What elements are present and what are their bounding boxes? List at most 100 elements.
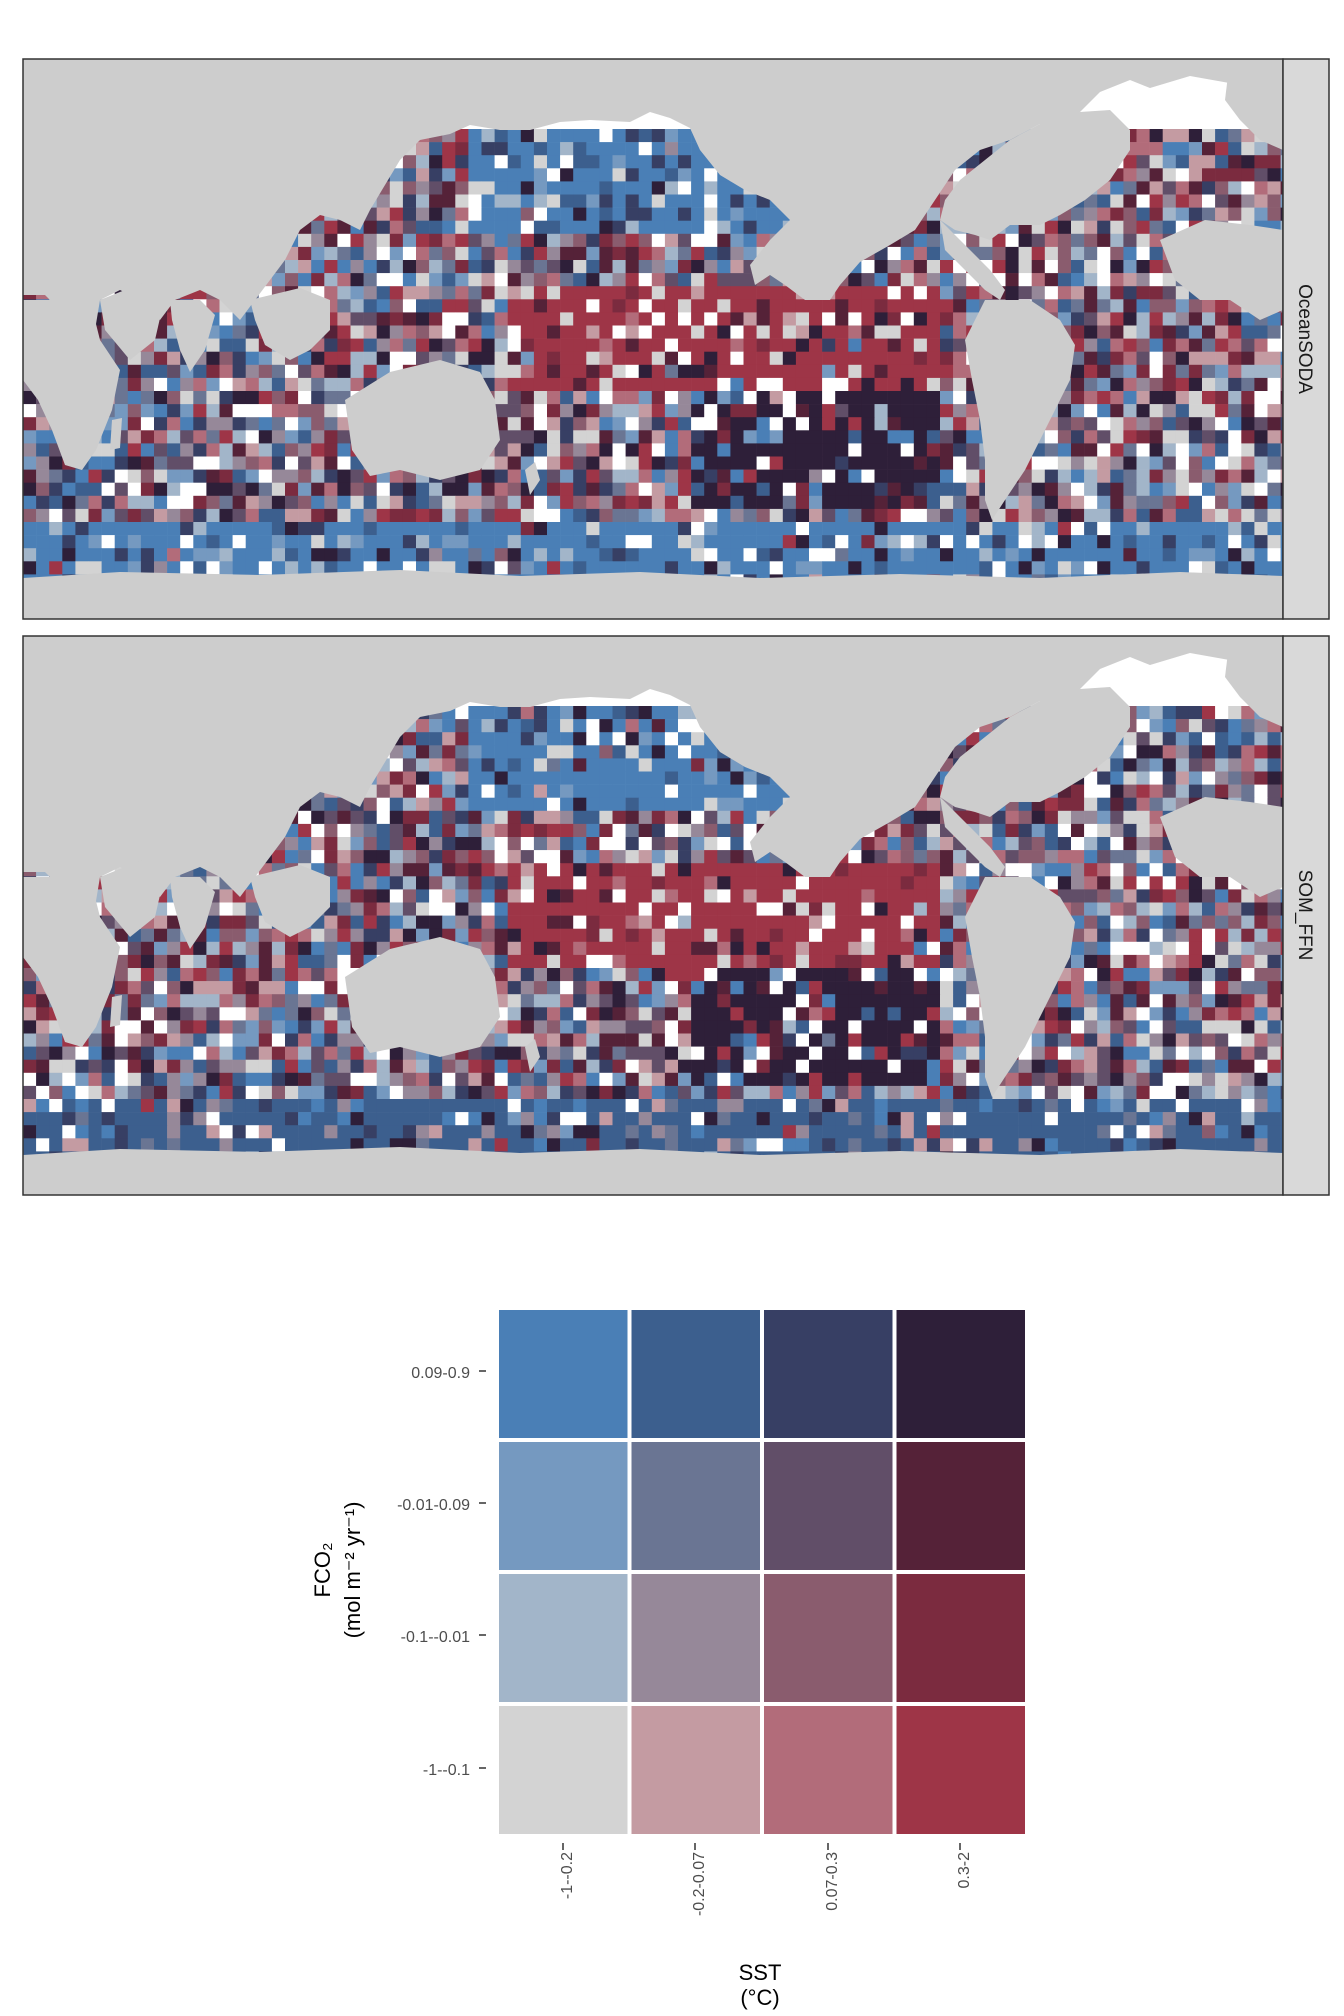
map-grid-cell	[1149, 876, 1163, 890]
map-grid-cell	[625, 404, 639, 418]
map-grid-cell	[769, 522, 784, 536]
map-grid-cell	[664, 850, 679, 864]
map-grid-cell	[913, 273, 928, 287]
map-grid-cell	[612, 273, 626, 287]
map-grid-cell	[468, 784, 482, 798]
map-grid-cell	[350, 837, 364, 851]
map-grid-cell	[704, 417, 718, 431]
map-grid-cell	[966, 810, 980, 825]
map-grid-cell	[1267, 391, 1281, 405]
map-grid-cell	[1136, 561, 1150, 575]
map-grid-cell	[1215, 456, 1229, 470]
map-grid-cell	[1175, 391, 1190, 405]
map-grid-cell	[1110, 535, 1124, 549]
map-grid-cell	[49, 548, 63, 562]
map-grid-cell	[285, 391, 299, 405]
map-grid-cell	[1018, 823, 1032, 838]
map-grid-cell	[586, 810, 600, 825]
map-grid-cell	[442, 168, 456, 182]
map-grid-cell	[507, 522, 522, 536]
map-grid-cell	[206, 876, 220, 890]
map-grid-cell	[1071, 286, 1085, 300]
map-grid-cell	[533, 706, 548, 720]
map-grid-cell	[1175, 456, 1190, 470]
map-grid-cell	[1162, 443, 1177, 457]
map-grid-cell	[324, 548, 338, 562]
map-grid-cell	[154, 469, 168, 483]
map-grid-cell	[769, 364, 784, 379]
map-grid-cell	[520, 194, 535, 208]
map-grid-cell	[678, 889, 692, 903]
map-grid-cell	[809, 351, 823, 366]
map-grid-cell	[350, 338, 364, 352]
map-grid-cell	[691, 495, 705, 510]
map-grid-cell	[560, 404, 574, 418]
map-grid-cell	[481, 797, 495, 812]
map-grid-cell	[1215, 338, 1229, 352]
map-grid-cell	[311, 850, 325, 864]
map-grid-cell	[219, 561, 233, 575]
map-grid-cell	[547, 561, 561, 575]
map-grid-cell	[376, 207, 391, 221]
map-grid-cell	[1202, 719, 1216, 733]
map-grid-cell	[389, 246, 404, 261]
map-grid-cell	[651, 561, 666, 575]
map-grid-cell	[651, 207, 666, 221]
map-grid-cell	[1254, 456, 1268, 470]
map-grid-cell	[913, 260, 928, 274]
map-grid-cell	[350, 364, 364, 379]
map-grid-cell	[926, 889, 941, 903]
map-grid-cell	[1267, 508, 1281, 523]
map-grid-cell	[481, 548, 495, 562]
map-grid-cell	[874, 548, 888, 562]
map-grid-cell	[1031, 810, 1046, 825]
map-grid-cell	[822, 430, 836, 444]
map-grid-cell	[127, 391, 142, 405]
map-grid-cell	[245, 902, 260, 916]
map-grid-cell	[678, 797, 692, 812]
map-grid-cell	[664, 404, 679, 418]
map-grid-cell	[1031, 863, 1046, 877]
map-grid-cell	[389, 495, 404, 510]
map-grid-cell	[350, 260, 364, 274]
map-grid-cell	[638, 561, 653, 575]
map-grid-cell	[1202, 351, 1216, 366]
map-grid-cell	[1044, 456, 1059, 470]
map-grid-cell	[363, 246, 377, 261]
map-grid-cell	[1162, 194, 1177, 208]
map-grid-cell	[573, 823, 587, 838]
facet-label: OceanSODA	[1294, 284, 1315, 394]
map-grid-cell	[678, 706, 692, 720]
map-grid-cell	[560, 823, 574, 838]
map-grid-cell	[1097, 443, 1111, 457]
map-grid-cell	[651, 246, 666, 261]
map-grid-cell	[494, 706, 508, 720]
map-grid-cell	[154, 508, 168, 523]
map-grid-cell	[664, 810, 679, 825]
map-grid-cell	[560, 391, 574, 405]
map-grid-cell	[743, 364, 757, 379]
map-grid-cell	[337, 548, 351, 562]
map-grid-cell	[494, 810, 508, 825]
map-grid-cell	[1241, 548, 1255, 562]
map-grid-cell	[468, 823, 482, 838]
map-grid-cell	[455, 299, 469, 313]
map-grid-cell	[455, 863, 469, 877]
map-grid-cell	[743, 430, 757, 444]
map-grid-cell	[560, 482, 574, 497]
map-grid-cell	[36, 508, 50, 523]
map-grid-cell	[887, 404, 901, 418]
map-grid-cell	[678, 155, 692, 169]
map-grid-cell	[704, 299, 718, 313]
map-grid-cell	[887, 377, 901, 392]
map-grid-cell	[913, 522, 928, 536]
map-grid-cell	[638, 155, 653, 169]
map-grid-cell	[1228, 338, 1242, 352]
map-grid-cell	[756, 325, 770, 339]
map-grid-cell	[573, 482, 587, 497]
map-grid-cell	[1280, 430, 1283, 444]
map-grid-cell	[1241, 155, 1255, 169]
map-grid-cell	[206, 443, 220, 457]
map-grid-cell	[560, 889, 574, 903]
map-grid-cell	[206, 508, 220, 523]
